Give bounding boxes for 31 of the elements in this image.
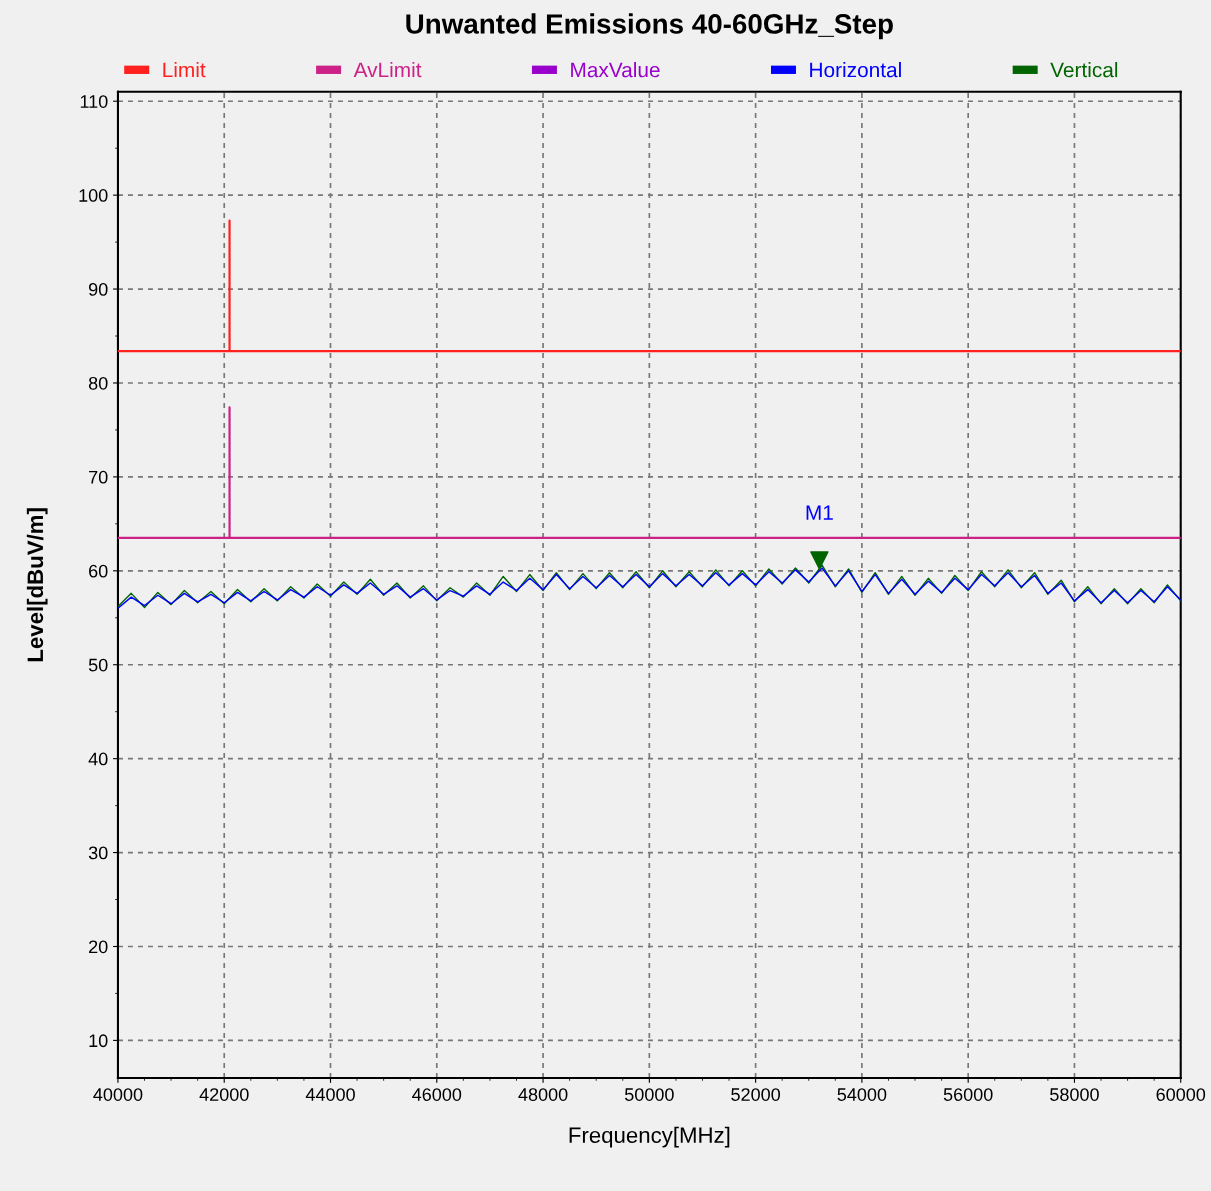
y-tick-label: 50 — [88, 658, 108, 672]
y-axis-title: Level[dBuV/m] — [26, 508, 48, 662]
legend-label: Vertical — [1050, 61, 1118, 78]
y-tick-label: 20 — [89, 940, 108, 954]
y-tick-label: 70 — [89, 470, 108, 484]
y-tick-label: 90 — [88, 282, 108, 296]
y-tick-label: 100 — [79, 189, 108, 202]
y-tick-label: 80 — [88, 376, 108, 390]
y-tick-label: 60 — [89, 564, 108, 578]
y-tick-label: 110 — [80, 95, 108, 108]
x-tick-label: 58000 — [1050, 1088, 1099, 1101]
x-tick-label: 60000 — [1156, 1088, 1206, 1101]
legend-label: Horizontal — [810, 61, 901, 78]
x-tick-label: 54000 — [837, 1088, 887, 1101]
annotation: M1 — [806, 505, 833, 520]
y-tick-label: 40 — [88, 752, 108, 766]
x-tick-label: 40000 — [93, 1088, 143, 1101]
y-tick-label: 30 — [88, 846, 108, 860]
x-tick-label: 48000 — [518, 1088, 568, 1101]
x-tick-label: 42000 — [199, 1088, 249, 1101]
x-axis-title: Frequency[MHz] — [569, 1126, 730, 1148]
legend-label: AvLimit — [353, 61, 422, 78]
x-tick-label: 50000 — [624, 1088, 674, 1101]
legend-label: MaxValue — [571, 61, 660, 78]
x-tick-label: 44000 — [305, 1088, 355, 1101]
y-tick-label: 10 — [89, 1034, 108, 1048]
x-tick-label: 46000 — [412, 1088, 462, 1101]
x-tick-label: 52000 — [731, 1088, 781, 1101]
x-tick-label: 56000 — [943, 1088, 993, 1101]
legend-label: Limit — [163, 61, 206, 78]
chart-title: Unwanted Emissions 40-60GHz_Step — [406, 13, 893, 40]
